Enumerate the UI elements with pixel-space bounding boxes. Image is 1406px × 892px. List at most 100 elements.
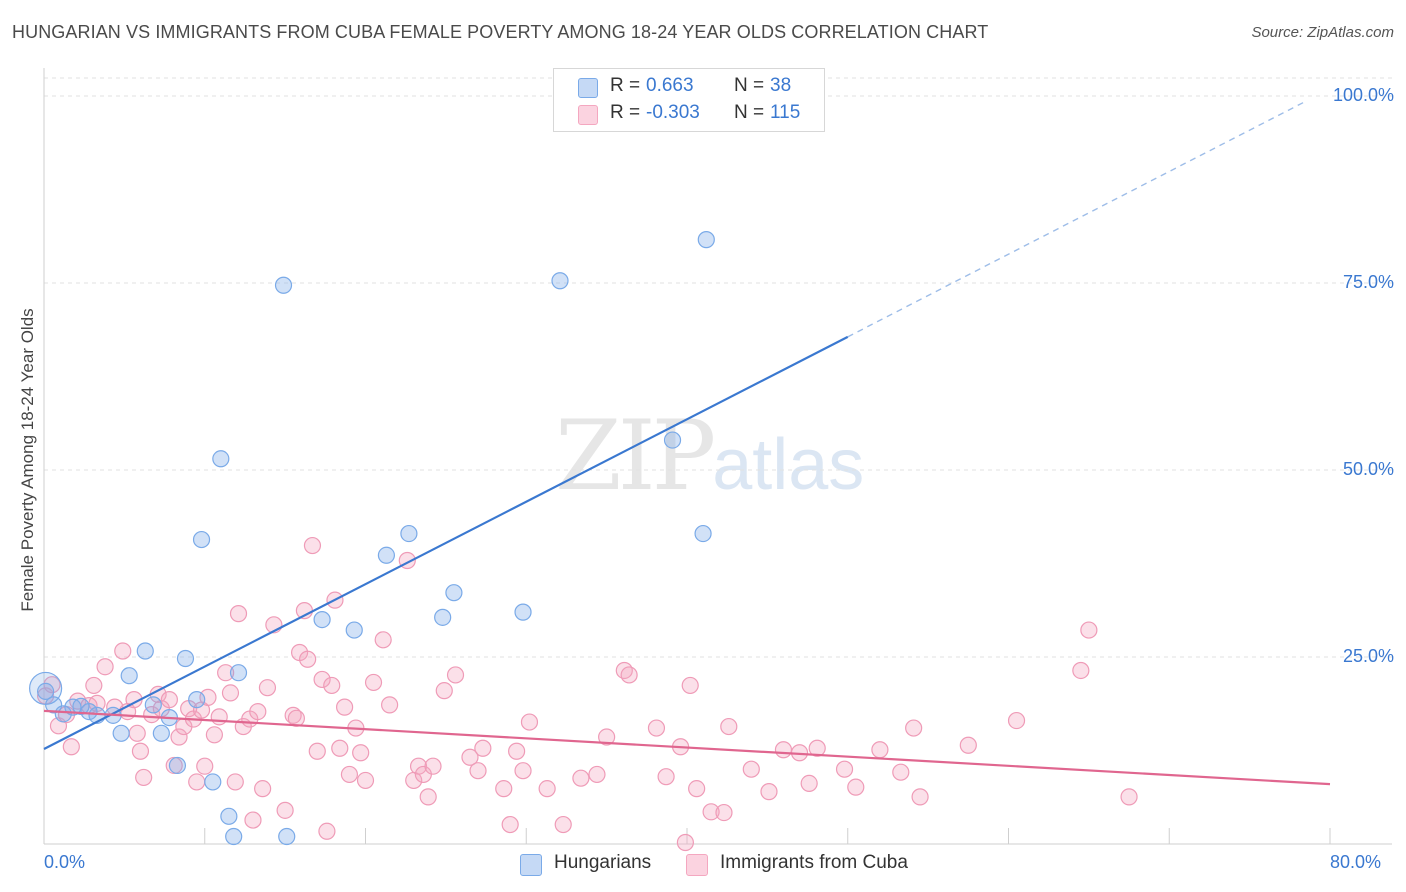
- point-cuba: [681, 676, 699, 695]
- legend-r-value: -0.303: [646, 102, 700, 123]
- point-cuba: [572, 769, 590, 787]
- point-cuba: [254, 780, 272, 798]
- point-hungarian: [168, 756, 187, 775]
- point-cuba: [598, 728, 616, 746]
- point-hungarian: [274, 276, 293, 294]
- point-cuba: [657, 768, 675, 786]
- point-cuba: [131, 742, 150, 760]
- point-cuba: [871, 741, 889, 759]
- point-cuba: [409, 757, 428, 775]
- legend-n-value: 38: [770, 75, 792, 96]
- legend-swatch-hungarians: [578, 78, 598, 98]
- point-cuba: [1007, 711, 1026, 730]
- point-cuba: [835, 760, 854, 778]
- watermark-atlas: atlas: [712, 425, 865, 505]
- point-cuba: [229, 605, 248, 623]
- y-tick-label: 75.0%: [1342, 272, 1394, 292]
- point-cuba: [323, 676, 341, 695]
- point-cuba: [461, 748, 479, 766]
- point-hungarian: [514, 603, 532, 621]
- point-cuba: [905, 719, 923, 737]
- point-hungarian: [204, 773, 222, 791]
- point-cuba: [742, 760, 760, 778]
- point-cuba: [554, 815, 572, 834]
- point-cuba: [188, 773, 206, 791]
- point-cuba: [911, 788, 929, 806]
- point-cuba: [352, 744, 370, 762]
- trend-line-hungarians: [43, 335, 849, 750]
- legend-r-value: 0.663: [646, 75, 694, 96]
- point-hungarian: [229, 664, 248, 682]
- point-cuba: [221, 684, 240, 702]
- point-cuba: [419, 788, 437, 806]
- point-cuba: [62, 738, 80, 756]
- point-cuba: [336, 698, 354, 716]
- point-cuba: [226, 773, 244, 791]
- point-cuba: [501, 815, 519, 834]
- point-cuba: [847, 778, 865, 796]
- legend-r-label: R =: [610, 102, 641, 123]
- legend-r-label: R =: [610, 75, 641, 96]
- trend-line-hungarians-extension: [847, 100, 1307, 338]
- point-hungarian: [220, 807, 238, 825]
- point-cuba: [800, 774, 818, 793]
- legend-n-label: N =: [734, 102, 765, 123]
- point-cuba: [508, 742, 526, 760]
- point-hungarian: [663, 431, 682, 449]
- y-tick-label: 25.0%: [1342, 646, 1394, 666]
- point-cuba: [446, 666, 465, 684]
- point-cuba: [249, 703, 267, 721]
- point-cuba: [258, 679, 277, 697]
- chart-title: HUNGARIAN VS IMMIGRANTS FROM CUBA FEMALE…: [12, 22, 989, 42]
- point-cuba: [210, 708, 228, 726]
- point-hungarian: [212, 450, 230, 468]
- point-cuba: [85, 676, 103, 695]
- point-cuba: [676, 833, 694, 852]
- point-cuba: [313, 670, 331, 689]
- point-cuba: [1080, 621, 1098, 639]
- point-cuba: [135, 768, 153, 787]
- point-hungarian: [192, 530, 211, 549]
- point-cuba: [244, 811, 262, 829]
- point-cuba: [720, 717, 738, 736]
- point-hungarian: [694, 524, 712, 543]
- point-cuba: [715, 803, 733, 822]
- point-cuba: [276, 801, 294, 819]
- legend-label-cuba: Immigrants from Cuba: [720, 852, 908, 873]
- point-hungarian: [551, 272, 569, 290]
- axes: [43, 68, 1392, 845]
- point-cuba: [688, 780, 706, 798]
- point-cuba: [892, 763, 910, 781]
- point-cuba: [620, 666, 638, 684]
- point-cuba: [1120, 788, 1138, 806]
- y-axis-label: Female Poverty Among 18-24 Year Olds: [18, 308, 37, 612]
- point-cuba: [1072, 661, 1090, 680]
- point-cuba: [205, 726, 223, 744]
- point-hungarian: [29, 671, 63, 706]
- grid-lines: [44, 77, 1392, 658]
- point-cuba: [299, 650, 317, 668]
- point-cuba: [318, 822, 336, 840]
- point-hungarian: [313, 610, 331, 629]
- point-cuba: [356, 771, 375, 790]
- legend-swatch-cuba: [686, 854, 708, 876]
- point-cuba: [469, 762, 487, 780]
- point-cuba: [308, 742, 326, 760]
- point-cuba: [959, 736, 977, 754]
- y-tick-label: 100.0%: [1332, 85, 1394, 105]
- point-hungarian: [152, 724, 170, 742]
- point-hungarian: [136, 642, 154, 660]
- point-cuba: [303, 536, 322, 555]
- point-hungarian: [112, 724, 130, 742]
- point-cuba: [474, 739, 492, 757]
- point-cuba: [435, 682, 453, 700]
- point-hungarian: [176, 649, 195, 668]
- point-hungarian: [144, 696, 162, 714]
- data-points: [29, 231, 1138, 852]
- point-cuba: [424, 757, 442, 775]
- point-hungarian: [37, 682, 55, 701]
- legend-swatch-cuba: [578, 105, 598, 125]
- point-cuba: [760, 783, 778, 801]
- x-tick-max: 80.0%: [1330, 852, 1382, 872]
